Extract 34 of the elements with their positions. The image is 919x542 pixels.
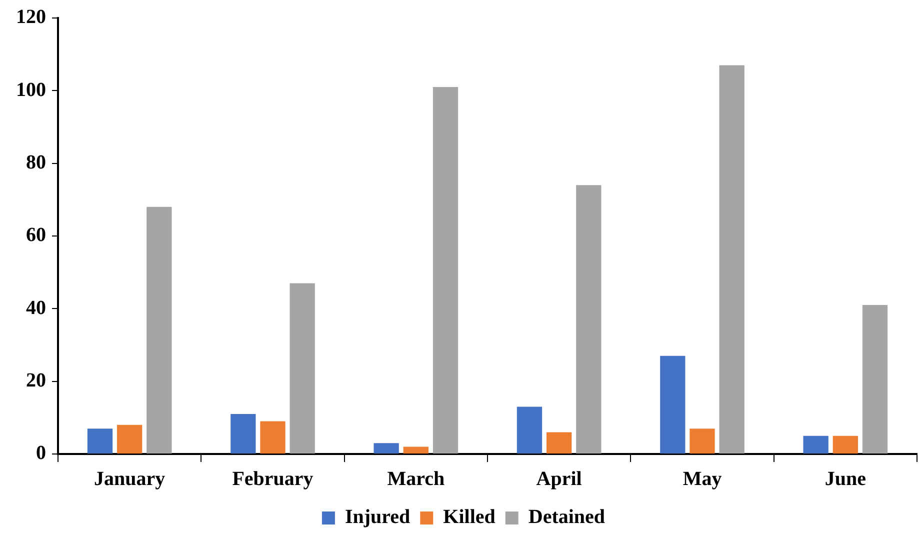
x-tick-label: January — [94, 468, 166, 490]
legend-label: Killed — [443, 506, 496, 528]
bar — [146, 206, 172, 454]
bar — [803, 436, 828, 454]
bar — [576, 185, 602, 454]
bar — [546, 432, 572, 454]
y-tick-label: 20 — [26, 370, 46, 392]
bar — [403, 446, 428, 454]
bar — [230, 414, 256, 454]
x-tick-label: April — [536, 468, 582, 490]
y-tick-label: 0 — [36, 442, 46, 464]
legend-label: Injured — [344, 506, 410, 528]
bar — [719, 65, 744, 454]
bar — [832, 436, 858, 454]
bar — [432, 87, 458, 454]
y-tick-label: 120 — [16, 6, 46, 28]
x-tick-label: June — [824, 468, 866, 490]
bar — [117, 424, 142, 454]
x-tick-label: May — [682, 468, 722, 490]
x-tick-label: February — [232, 468, 314, 490]
y-tick-label: 100 — [16, 78, 46, 101]
bar — [290, 283, 315, 454]
bar — [862, 305, 888, 454]
bar — [516, 406, 542, 454]
x-tick-label: March — [387, 468, 445, 490]
y-tick-label: 40 — [26, 296, 46, 319]
bar — [690, 428, 715, 454]
y-tick-label: 60 — [26, 224, 46, 246]
y-tick-label: 80 — [26, 152, 46, 174]
bar — [374, 443, 399, 454]
legend-label: Detained — [528, 506, 606, 528]
bar — [87, 428, 113, 454]
bar — [260, 421, 286, 454]
bar — [660, 356, 686, 454]
